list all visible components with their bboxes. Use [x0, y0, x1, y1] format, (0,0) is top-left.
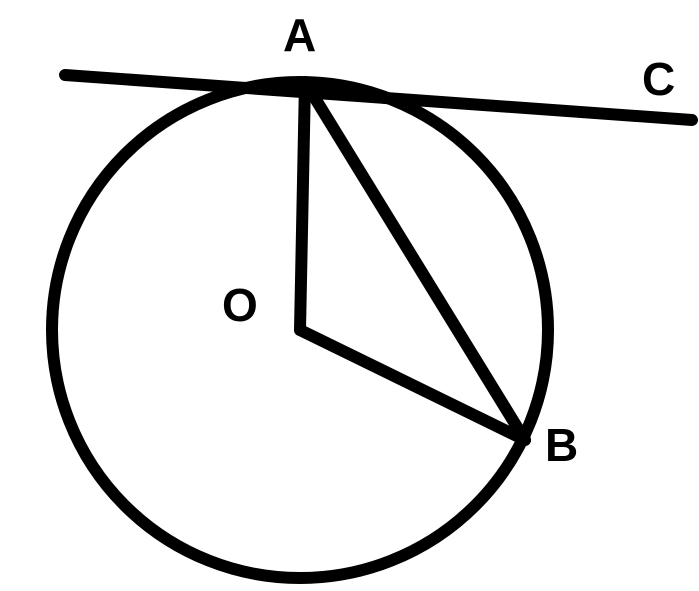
segment-O-A: [300, 82, 305, 330]
point-label-O: O: [222, 278, 258, 332]
geometry-diagram: [0, 0, 699, 591]
point-label-C: C: [642, 52, 675, 106]
point-label-B: B: [545, 418, 578, 472]
segment-tangent_left-tangent_right: [65, 75, 692, 120]
point-label-A: A: [283, 8, 316, 62]
